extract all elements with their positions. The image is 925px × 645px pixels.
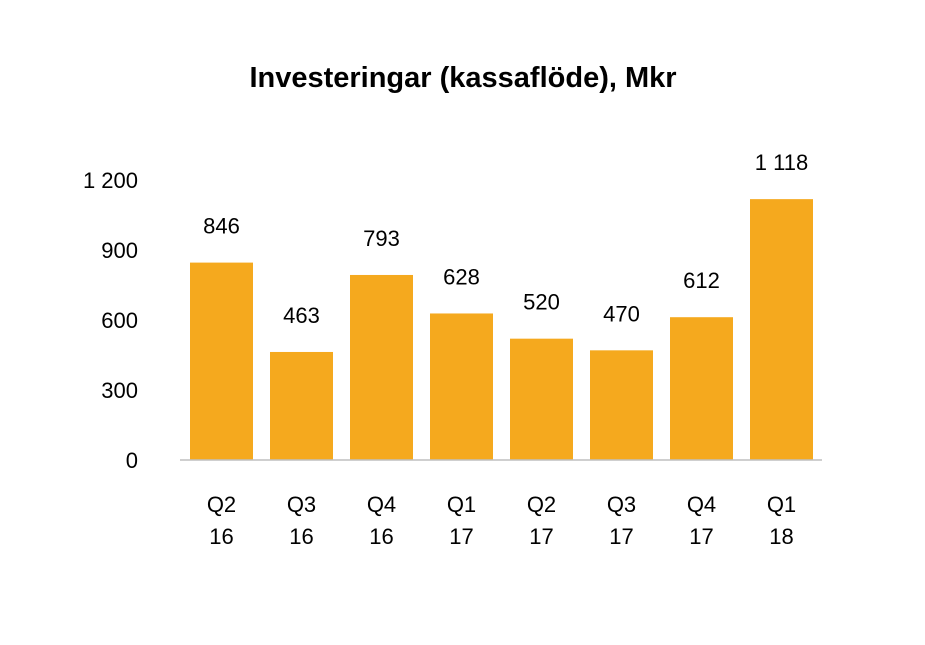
data-labels: 846 463 793 628 520 470 612 1 118 [203,150,808,328]
bar [430,313,493,460]
bar-value-label: 463 [283,303,320,328]
x-category-label: Q3 17 [607,492,636,549]
bar [590,350,653,460]
x-category-label: Q1 17 [447,492,476,549]
bar-value-label: 520 [523,290,560,315]
x-category-label: Q4 17 [687,492,716,549]
y-tick-label: 900 [101,238,138,263]
y-tick-label: 600 [101,308,138,333]
bar-value-label: 612 [683,268,720,293]
x-category-label: Q2 16 [207,492,236,549]
bar [270,351,333,460]
y-tick-label: 0 [126,448,138,473]
chart-title: Investeringar (kassaflöde), Mkr [249,62,676,94]
bar [670,317,733,460]
bar [190,262,253,460]
bar [510,338,573,460]
bar-value-label: 846 [203,214,240,239]
x-category-label: Q1 18 [767,492,796,549]
bars [190,199,813,460]
bar [350,274,413,460]
bar-value-label: 470 [603,301,640,326]
x-category-label: Q3 16 [287,492,316,549]
bar-value-label: 628 [443,264,480,289]
bar-value-label: 793 [363,226,400,251]
y-axis-labels: 0 300 600 900 1 200 [83,168,138,473]
x-category-label: Q4 16 [367,492,396,549]
bar-value-label: 1 118 [755,150,808,175]
x-axis-labels: Q2 16 Q3 16 Q4 16 Q1 17 Q2 17 Q3 17 Q4 17 Q1 18 [207,492,796,549]
y-tick-label: 300 [101,378,138,403]
y-tick-label: 1 200 [83,168,138,193]
x-category-label: Q2 17 [527,492,556,549]
bar [750,199,813,460]
